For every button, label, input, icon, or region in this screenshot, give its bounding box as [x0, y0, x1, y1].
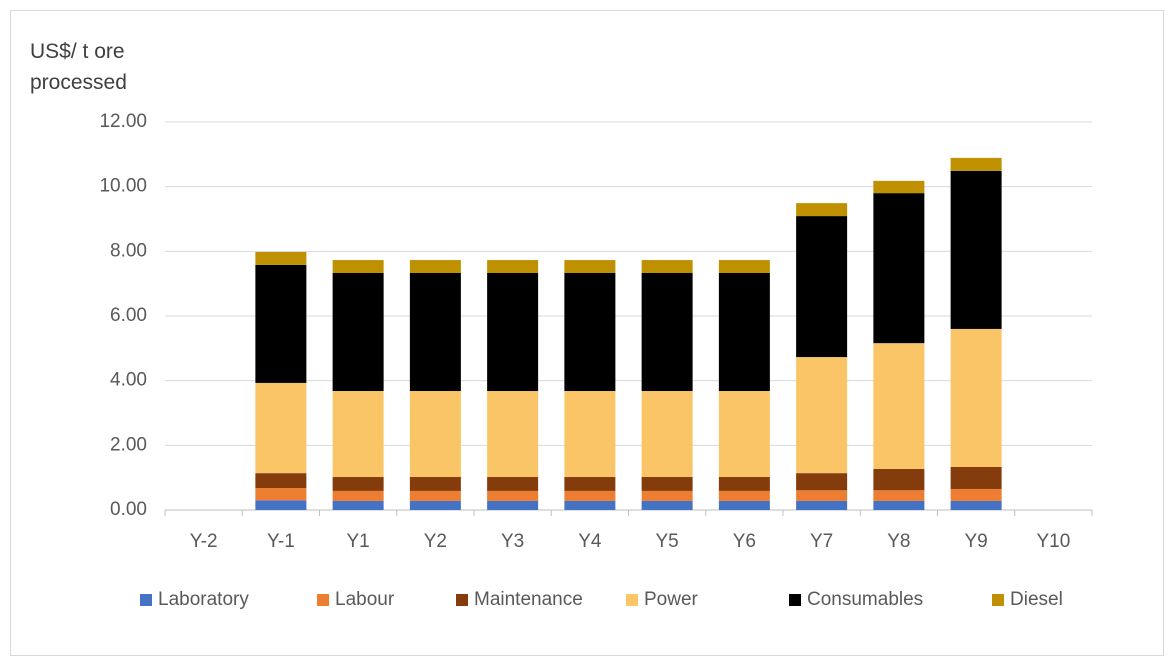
bar-segment — [873, 500, 925, 510]
x-tick-label: Y5 — [656, 531, 679, 552]
legend-swatch — [789, 594, 801, 606]
bar-segment — [409, 477, 461, 491]
legend-swatch — [140, 594, 152, 606]
bar-segment — [332, 490, 384, 501]
bar-segment — [950, 328, 1002, 467]
legend-label: Power — [644, 589, 699, 610]
bar-segment — [564, 260, 616, 273]
bar-segment — [255, 264, 307, 383]
bar-segment — [332, 477, 384, 491]
bar-segment — [641, 490, 693, 501]
bar-segment — [409, 391, 461, 478]
bar-segment — [564, 391, 616, 478]
bar-segment — [718, 490, 770, 501]
chart-border — [10, 10, 1164, 656]
bar-segment — [641, 391, 693, 478]
legend-swatch — [992, 594, 1004, 606]
bar-segment — [796, 216, 848, 358]
bar-segment — [564, 490, 616, 501]
bar-segment — [718, 500, 770, 510]
bar-segment — [950, 170, 1002, 329]
y-tick-label: 4.00 — [110, 370, 147, 391]
bar-segment — [487, 260, 539, 273]
bar-segment — [796, 500, 848, 510]
legend-swatch — [456, 594, 468, 606]
x-tick-label: Y-2 — [190, 531, 218, 552]
bar-segment — [564, 477, 616, 491]
bar-segment — [641, 260, 693, 273]
x-tick-label: Y1 — [347, 531, 370, 552]
bar-segment — [873, 343, 925, 469]
bar-segment — [332, 272, 384, 392]
bar-segment — [332, 260, 384, 273]
legend-label: Consumables — [807, 589, 923, 610]
bar-segment — [950, 488, 1002, 501]
bar-segment — [796, 490, 848, 501]
bar-segment — [255, 473, 307, 489]
bar-segment — [950, 157, 1002, 171]
x-tick-label: Y2 — [424, 531, 447, 552]
y-tick-label: 10.00 — [99, 176, 147, 197]
bar-segment — [409, 260, 461, 273]
bar-segment — [255, 251, 307, 265]
bar-segment — [409, 500, 461, 510]
bar-segment — [718, 477, 770, 491]
x-tick-label: Y6 — [733, 531, 756, 552]
bar-segment — [641, 500, 693, 510]
x-tick-label: Y10 — [1036, 531, 1070, 552]
y-tick-label: 2.00 — [110, 434, 147, 455]
y-axis-label: US$/ t ore processed — [30, 40, 127, 94]
bar-segment — [873, 490, 925, 501]
bar-segment — [950, 466, 1002, 489]
x-tick-label: Y8 — [887, 531, 910, 552]
legend-label: Laboratory — [158, 589, 249, 610]
bar-segment — [873, 180, 925, 194]
bar-segment — [564, 272, 616, 392]
legend-swatch — [626, 594, 638, 606]
x-tick-label: Y-1 — [267, 531, 295, 552]
legend-label: Labour — [335, 589, 395, 610]
bar-segment — [796, 357, 848, 474]
bar-segment — [409, 272, 461, 392]
bar-segment — [873, 468, 925, 491]
bar-segment — [409, 490, 461, 501]
bar-segment — [950, 500, 1002, 510]
bar-segment — [796, 203, 848, 217]
x-tick-label: Y4 — [578, 531, 602, 552]
bar-segment — [487, 391, 539, 478]
bar-segment — [641, 272, 693, 392]
y-tick-label: 12.00 — [99, 111, 147, 132]
bar-segment — [718, 260, 770, 273]
bar-segment — [718, 272, 770, 392]
y-tick-label: 0.00 — [110, 499, 147, 520]
bar-segment — [487, 477, 539, 491]
legend-label: Diesel — [1010, 589, 1063, 610]
bar-segment — [641, 477, 693, 491]
bar-segment — [487, 272, 539, 392]
bar-segment — [796, 473, 848, 491]
bar-segment — [332, 391, 384, 478]
bar-segment — [255, 488, 307, 501]
bar-segment — [255, 500, 307, 510]
bar-segment — [564, 500, 616, 510]
bar-segment — [255, 382, 307, 474]
bar-segment — [487, 490, 539, 501]
y-tick-label: 6.00 — [110, 305, 147, 326]
y-tick-label: 8.00 — [110, 240, 147, 261]
x-tick-label: Y7 — [810, 531, 833, 552]
x-tick-label: Y3 — [501, 531, 524, 552]
bar-segment — [487, 500, 539, 510]
x-tick-label: Y9 — [965, 531, 988, 552]
bar-segment — [718, 391, 770, 478]
legend-label: Maintenance — [474, 589, 583, 610]
bar-segment — [332, 500, 384, 510]
bar-segment — [873, 193, 925, 344]
legend-swatch — [317, 594, 329, 606]
